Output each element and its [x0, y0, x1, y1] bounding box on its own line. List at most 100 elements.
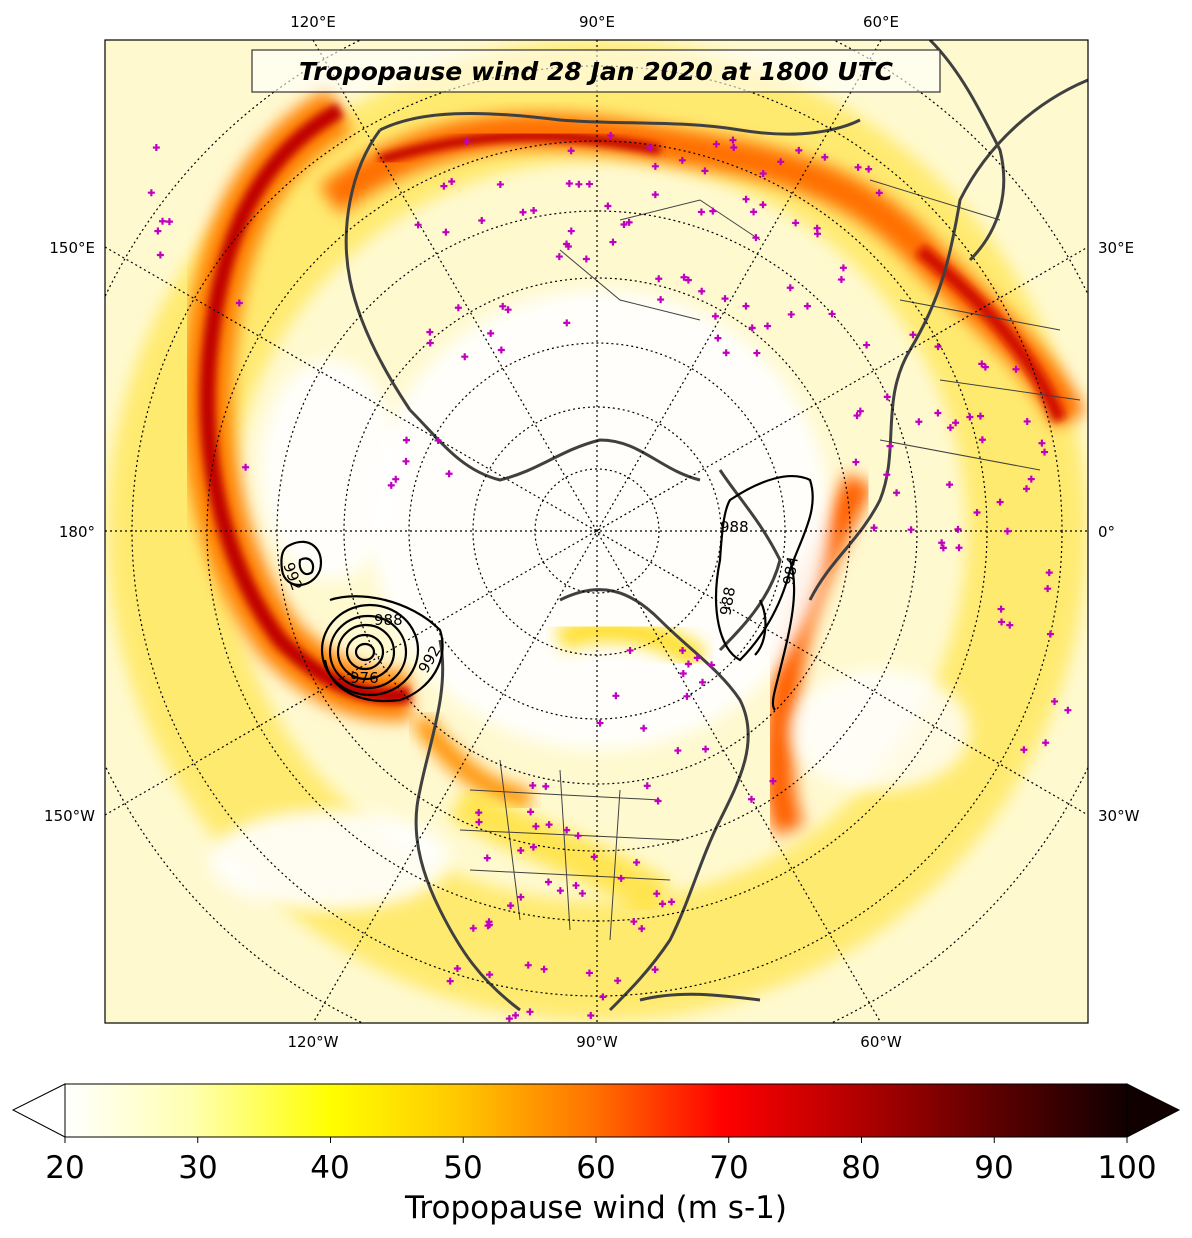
station-marker: [886, 442, 894, 450]
atlantic-jet: [763, 473, 874, 836]
colorbar-extend-max: [1126, 1083, 1181, 1138]
station-marker: [475, 809, 483, 817]
station-marker: [152, 144, 160, 152]
station-marker: [590, 853, 598, 861]
station-marker: [526, 1008, 534, 1016]
station-marker: [655, 275, 663, 283]
station-marker: [567, 227, 575, 235]
contour-label: 976: [350, 669, 379, 687]
station-marker: [585, 969, 593, 977]
station-marker: [607, 132, 615, 140]
station-marker: [981, 363, 989, 371]
station-markers: [147, 132, 1072, 1023]
station-marker: [973, 508, 981, 516]
station-marker: [996, 498, 1004, 506]
station-marker: [759, 201, 767, 209]
station-marker: [507, 902, 515, 910]
map-title: Tropopause wind 28 Jan 2020 at 1800 UTC: [299, 57, 894, 86]
station-marker: [414, 221, 422, 229]
station-marker: [674, 747, 682, 755]
station-marker: [572, 881, 580, 889]
station-marker: [609, 238, 617, 246]
station-marker: [684, 660, 692, 668]
station-marker: [795, 146, 803, 154]
station-marker: [698, 678, 706, 686]
station-marker: [387, 481, 395, 489]
station-marker: [575, 180, 583, 188]
colorbar-tick-label: 20: [45, 1150, 84, 1186]
station-marker: [679, 647, 687, 655]
station-marker: [722, 349, 730, 357]
colorbar-tick-label: 80: [841, 1150, 880, 1186]
lon-label-bottom: 120°W: [288, 1033, 339, 1051]
station-marker: [934, 409, 942, 417]
station-marker: [617, 874, 625, 882]
station-marker: [565, 179, 573, 187]
station-marker: [915, 418, 923, 426]
colorbar-extend-min: [11, 1083, 66, 1138]
station-marker: [978, 436, 986, 444]
station-marker: [978, 360, 986, 368]
station-marker: [512, 1011, 520, 1019]
station-marker: [787, 310, 795, 318]
station-marker: [529, 843, 537, 851]
station-marker: [235, 299, 243, 307]
station-marker: [976, 412, 984, 420]
borders: [459, 179, 1081, 941]
station-marker: [852, 458, 860, 466]
station-marker: [938, 539, 946, 547]
station-marker: [742, 302, 750, 310]
station-marker: [657, 296, 665, 304]
station-marker: [440, 182, 448, 190]
station-marker: [517, 893, 525, 901]
station-marker: [711, 312, 719, 320]
station-marker: [1064, 706, 1072, 714]
lon-label-top: 90°E: [579, 13, 615, 31]
station-marker: [540, 965, 548, 973]
station-marker: [402, 457, 410, 465]
station-marker: [954, 525, 962, 533]
contour-label: 988: [374, 611, 403, 629]
station-marker: [483, 854, 491, 862]
station-marker: [697, 208, 705, 216]
station-marker: [448, 177, 456, 185]
station-marker: [556, 887, 564, 895]
station-marker: [934, 343, 942, 351]
station-marker: [712, 140, 720, 148]
station-marker: [1042, 739, 1050, 747]
station-marker: [154, 227, 162, 235]
station-marker: [486, 971, 494, 979]
lon-label-top: 120°E: [290, 13, 336, 31]
station-marker: [907, 526, 915, 534]
station-marker: [585, 180, 593, 188]
station-marker: [567, 147, 575, 155]
station-marker: [555, 253, 563, 261]
station-marker: [625, 218, 633, 226]
station-marker: [764, 322, 772, 330]
colorbar-tick-label: 60: [576, 1150, 615, 1186]
station-marker: [742, 195, 750, 203]
wind-field: [105, 40, 1088, 1023]
lon-label-left: 150°W: [44, 807, 95, 825]
station-marker: [698, 287, 706, 295]
station-marker: [392, 475, 400, 483]
station-marker: [952, 419, 960, 427]
station-marker: [803, 302, 811, 310]
station-marker: [813, 230, 821, 238]
station-marker: [604, 202, 612, 210]
station-marker: [683, 692, 691, 700]
station-marker: [156, 251, 164, 259]
station-marker: [478, 217, 486, 225]
title-box: [251, 49, 941, 93]
station-marker: [626, 646, 634, 654]
station-marker: [578, 889, 586, 897]
station-marker: [1012, 365, 1020, 373]
station-marker: [759, 170, 767, 178]
station-marker: [446, 977, 454, 985]
lon-label-right: 30°W: [1098, 807, 1140, 825]
station-marker: [402, 436, 410, 444]
station-marker: [721, 295, 729, 303]
station-marker: [499, 302, 507, 310]
station-marker: [469, 924, 477, 932]
contour-label: 988: [720, 518, 749, 536]
